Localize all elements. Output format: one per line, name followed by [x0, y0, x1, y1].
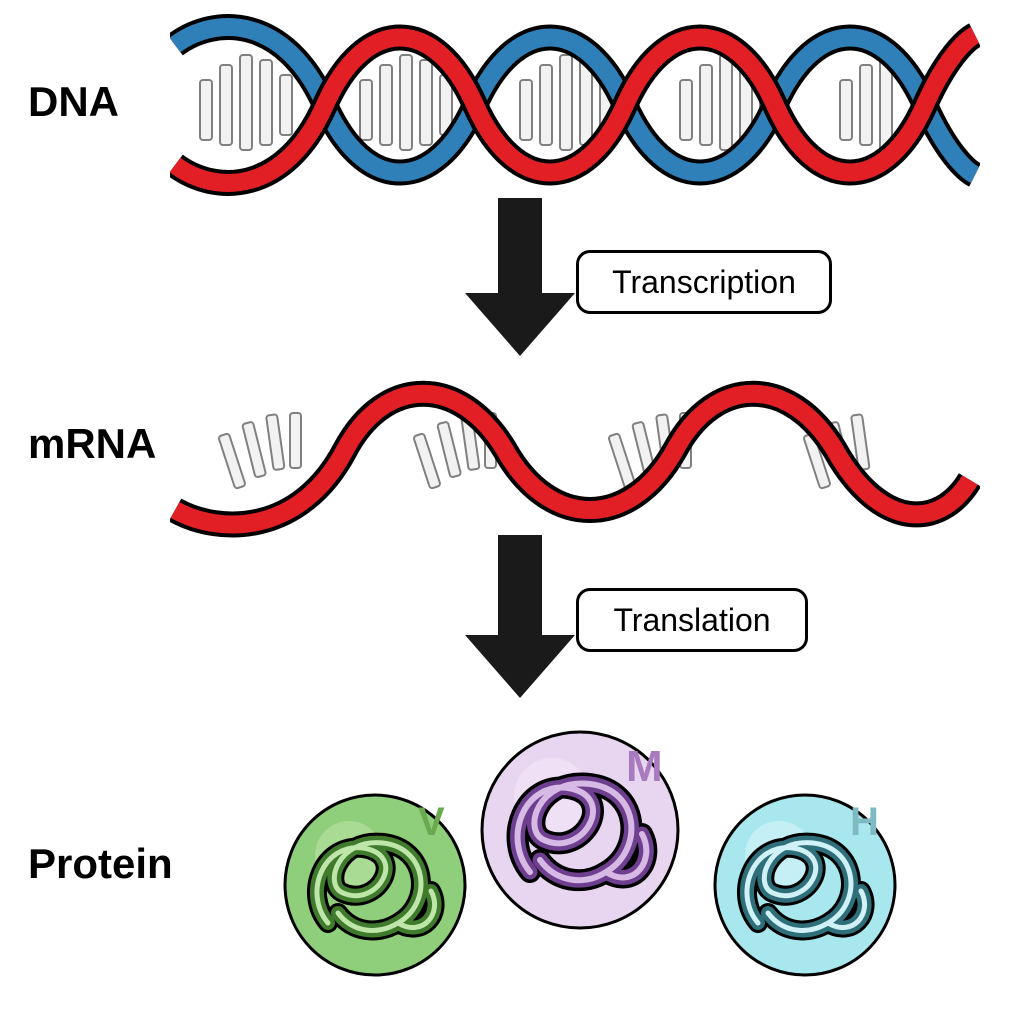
arrow-transcription-icon — [465, 198, 575, 358]
mrna-label: mRNA — [28, 420, 156, 468]
dna-label: DNA — [28, 78, 119, 126]
arrow-translation-icon — [465, 535, 575, 700]
translation-label: Translation — [613, 602, 770, 638]
transcription-label: Transcription — [612, 264, 796, 300]
protein-h-letter: H — [850, 800, 879, 845]
protein-v-letter: V — [418, 800, 445, 845]
mrna-strand-icon — [170, 365, 980, 540]
dna-helix-icon — [170, 10, 980, 200]
protein-label: Protein — [28, 840, 173, 888]
transcription-box: Transcription — [576, 250, 832, 314]
protein-m-letter: M — [626, 742, 663, 792]
translation-box: Translation — [576, 588, 808, 652]
